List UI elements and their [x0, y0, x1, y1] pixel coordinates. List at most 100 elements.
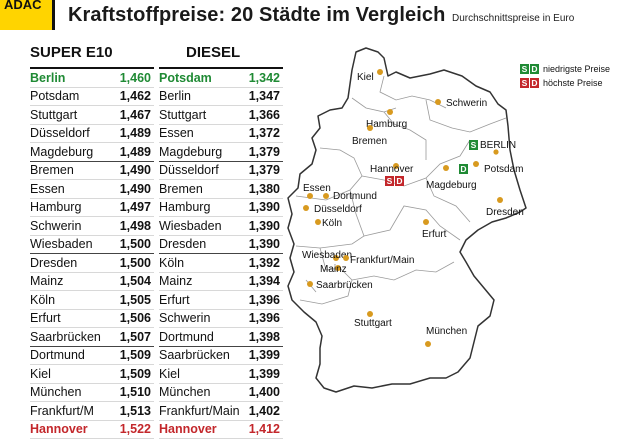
price-value: 1,390	[249, 237, 280, 251]
city-dot	[493, 149, 498, 154]
city-name: Wiesbaden	[159, 219, 222, 233]
city-label: Potsdam	[484, 164, 523, 175]
price-value: 1,510	[120, 385, 151, 399]
diesel-row: Bremen 1,380	[159, 180, 283, 199]
super-e10-row: Wiesbaden 1,500	[30, 236, 154, 255]
city-dot	[443, 165, 449, 171]
hannover-super-badge: S	[387, 176, 393, 186]
price-value: 1,460	[120, 71, 151, 85]
price-value: 1,497	[120, 200, 151, 214]
city-label: Bremen	[352, 136, 387, 147]
city-name: Essen	[30, 182, 65, 196]
price-value: 1,392	[249, 256, 280, 270]
city-name: Hannover	[30, 422, 88, 436]
price-value: 1,506	[120, 311, 151, 325]
city-dot	[307, 193, 313, 199]
price-value: 1,394	[249, 274, 280, 288]
price-value: 1,347	[249, 89, 280, 103]
city-dot	[333, 255, 339, 261]
price-value: 1,396	[249, 311, 280, 325]
price-value: 1,400	[249, 385, 280, 399]
diesel-row: Saarbrücken 1,399	[159, 347, 283, 366]
city-dot	[303, 205, 309, 211]
city-label: Wiesbaden	[302, 250, 352, 261]
city-name: Erfurt	[30, 311, 61, 325]
price-value: 1,507	[120, 330, 151, 344]
city-dot	[425, 341, 431, 347]
city-label: Essen	[303, 183, 331, 194]
city-name: Bremen	[159, 182, 203, 196]
city-label: Dresden	[486, 207, 524, 218]
legend-low-d-badge-bg	[530, 64, 539, 74]
city-name: Wiesbaden	[30, 237, 93, 251]
berlin-super-badge-bg	[469, 140, 478, 150]
price-value: 1,489	[120, 145, 151, 159]
city-dot	[387, 109, 393, 115]
city-name: Dresden	[159, 237, 206, 251]
city-name: Dortmund	[30, 348, 85, 362]
price-value: 1,379	[249, 145, 280, 159]
city-name: Köln	[30, 293, 55, 307]
city-name: Magdeburg	[159, 145, 222, 159]
city-name: Düsseldorf	[159, 163, 219, 177]
city-name: Hamburg	[159, 200, 210, 214]
city-name: Stuttgart	[30, 108, 77, 122]
brand-label: ADAC	[4, 0, 42, 12]
price-value: 1,500	[120, 237, 151, 251]
city-name: Berlin	[30, 71, 65, 85]
city-dot	[377, 69, 383, 75]
city-label: Kiel	[357, 72, 374, 83]
city-dot	[335, 265, 341, 271]
city-dot	[423, 219, 429, 225]
price-value: 1,399	[249, 348, 280, 362]
super-e10-row: Hamburg 1,497	[30, 199, 154, 218]
city-name: Hannover	[159, 422, 217, 436]
city-dot	[367, 311, 373, 317]
city-name: Frankfurt/M	[30, 404, 94, 418]
city-dot	[367, 125, 373, 131]
city-name: Bremen	[30, 163, 74, 177]
diesel-row: Magdeburg 1,379	[159, 143, 283, 162]
price-value: 1,399	[249, 367, 280, 381]
germany-outline	[288, 48, 526, 392]
city-name: Potsdam	[159, 71, 212, 85]
city-dot	[393, 163, 399, 169]
price-value: 1,380	[249, 182, 280, 196]
price-value: 1,342	[249, 71, 280, 85]
diesel-heading: DIESEL	[186, 44, 240, 61]
city-dot	[497, 197, 503, 203]
page-subtitle: Durchschnittspreise in Euro	[452, 13, 574, 24]
city-label: Mainz	[320, 264, 347, 275]
city-label: BERLIN	[480, 140, 516, 151]
city-name: Dresden	[30, 256, 77, 270]
price-value: 1,498	[120, 219, 151, 233]
legend-low-s-badge: S	[522, 64, 528, 74]
price-value: 1,509	[120, 367, 151, 381]
city-name: Hamburg	[30, 200, 81, 214]
city-name: Saarbrücken	[159, 348, 230, 362]
hannover-super-badge-bg	[385, 176, 394, 186]
city-label: Magdeburg	[426, 180, 477, 191]
legend-low-s-badge-bg	[520, 64, 529, 74]
diesel-row: Dresden 1,390	[159, 236, 283, 255]
price-value: 1,402	[249, 404, 280, 418]
